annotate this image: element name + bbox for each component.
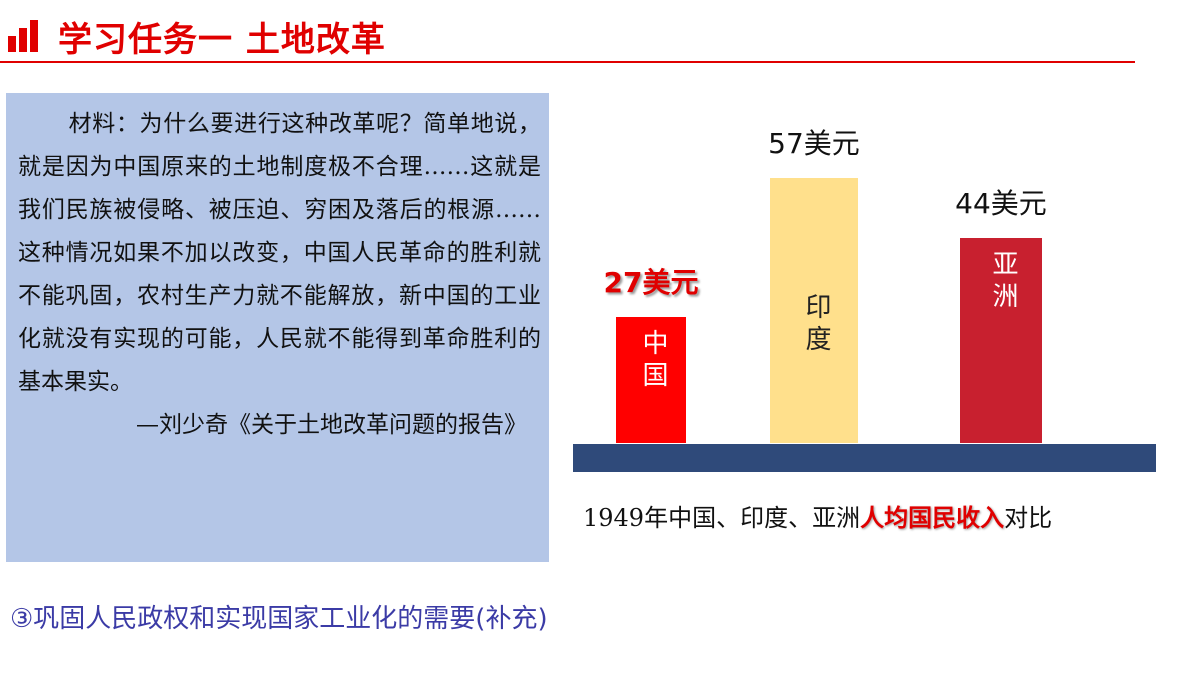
material-source: —刘少奇《关于土地改革问题的报告》 (136, 412, 527, 438)
caption-part: 对比 (1004, 504, 1053, 532)
material-text: 材料：为什么要进行这种改革呢？简单地说，就是因为中国原来的土地制度极不合理……这… (18, 111, 541, 395)
category-label: 印度 (801, 292, 831, 357)
category-label: 亚洲 (988, 250, 1018, 315)
header-icon (8, 20, 38, 52)
header-rule (0, 61, 1135, 63)
bar: 中国 (616, 317, 686, 443)
chart-base (573, 444, 1156, 472)
bar: 亚洲 (960, 238, 1042, 443)
header-title: 学习任务一 土地改革 (58, 20, 386, 60)
caption-part: 人均国民收入 (860, 503, 1005, 532)
value-label: 44美元 (955, 187, 1047, 221)
bar: 印度 (770, 177, 858, 443)
note: ③巩固人民政权和实现国家工业化的需要(补充) (10, 604, 548, 634)
material-box: 材料：为什么要进行这种改革呢？简单地说，就是因为中国原来的土地制度极不合理……这… (6, 93, 549, 562)
caption-part: 1949年中国、印度、亚洲 (583, 504, 861, 532)
value-label: 57美元 (768, 126, 860, 160)
category-label: 中国 (638, 329, 668, 394)
value-label: 27美元 (603, 266, 699, 300)
chart-caption: 1949年中国、印度、亚洲人均国民收入对比 (583, 498, 1052, 533)
